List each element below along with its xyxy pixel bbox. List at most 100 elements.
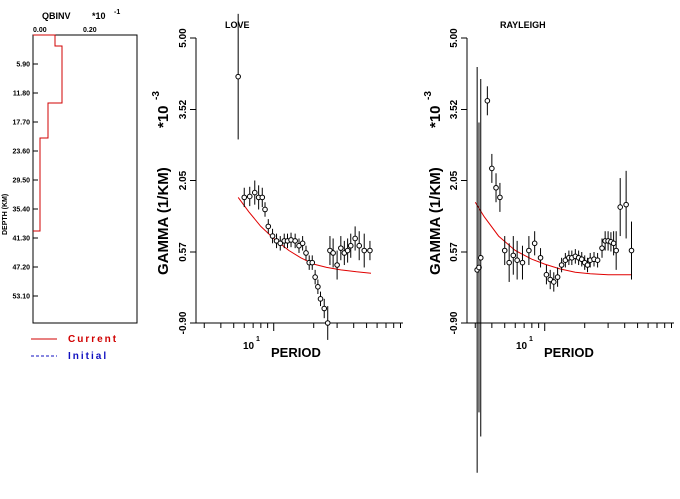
- rayleigh-data-point: [599, 245, 605, 251]
- rayleigh-data-point: [501, 247, 508, 254]
- rayleigh-data-point: [558, 262, 565, 268]
- rayleigh-y-tick-label: 2.05: [449, 170, 460, 190]
- rayleigh-x-tick-label: 10: [516, 341, 528, 352]
- love-data-point: [241, 194, 248, 201]
- love-y-tick-label: 2.05: [178, 170, 189, 190]
- love-y-scale: *10: [155, 105, 172, 128]
- love-x-tick-exp: 1: [256, 336, 260, 343]
- depth-tick-label: 11.80: [13, 91, 30, 98]
- legend-current-label: Current: [68, 334, 118, 345]
- love-data-point: [262, 206, 268, 213]
- depth-tick-label: 29.50: [12, 178, 30, 185]
- depth-tick-label: 47.20: [12, 265, 30, 272]
- rayleigh-y-scale: *10: [427, 105, 444, 128]
- rayleigh-data-point: [613, 247, 619, 254]
- love-data-point: [235, 73, 241, 80]
- love-y-label: GAMMA (1/KM): [155, 167, 172, 275]
- love-data-point: [277, 240, 284, 247]
- model-title: QBINV: [42, 11, 71, 21]
- rayleigh-data-point: [519, 259, 526, 266]
- love-title: LOVE: [225, 20, 250, 30]
- love-data-point: [265, 223, 272, 230]
- love-data-point: [315, 283, 321, 290]
- love-y-tick-label: -0.90: [178, 311, 189, 334]
- legend-initial-label: Initial: [68, 351, 108, 362]
- love-data-point: [367, 247, 373, 254]
- love-data-point: [317, 296, 324, 302]
- love-data-point: [273, 238, 280, 244]
- love-data-point: [259, 194, 266, 201]
- love-data-point: [347, 242, 354, 249]
- love-data-point: [303, 250, 309, 256]
- model-scale-exp: -1: [114, 9, 120, 16]
- love-data-point: [269, 233, 276, 239]
- love-data-point: [321, 305, 328, 312]
- rayleigh-data-point: [526, 247, 532, 254]
- rayleigh-panel: RAYLEIGH GAMMA (1/KM) *10 -3 PERIOD 10 1…: [423, 20, 674, 473]
- rayleigh-data-point: [493, 184, 499, 191]
- rayleigh-data-point: [584, 262, 591, 268]
- rayleigh-data-point: [506, 259, 512, 266]
- love-y-tick-label: 0.57: [178, 242, 189, 262]
- rayleigh-data-point: [594, 257, 601, 264]
- rayleigh-data-point: [537, 254, 544, 261]
- love-data-point: [292, 238, 298, 244]
- rayleigh-y-tick-label: 3.52: [449, 99, 460, 119]
- love-data-point: [299, 240, 306, 247]
- rayleigh-y-tick-label: 5.00: [449, 28, 460, 48]
- love-data-point: [330, 250, 336, 256]
- rayleigh-data-point: [497, 194, 503, 201]
- rayleigh-data-point: [623, 201, 629, 208]
- love-data-point: [361, 247, 368, 254]
- rayleigh-data-point: [610, 240, 617, 247]
- rayleigh-data-point: [476, 264, 482, 271]
- rayleigh-y-tick-label: -0.90: [449, 311, 460, 334]
- love-y-tick-label: 3.52: [178, 99, 189, 119]
- model-panel: QBINV *10 -1 0.00 0.20 DEPTH (KM) 5.90 11…: [2, 9, 138, 362]
- rayleigh-data-point: [531, 240, 538, 247]
- depth-tick-label: 23.60: [12, 149, 30, 156]
- rayleigh-data-point: [617, 204, 624, 210]
- depth-tick-label: 53.10: [12, 294, 30, 301]
- current-model-line: [33, 34, 63, 232]
- rayleigh-data-point: [510, 252, 517, 259]
- love-data-point: [338, 245, 344, 251]
- love-x-tick-label: 10: [243, 341, 255, 352]
- love-data-point: [324, 320, 331, 326]
- model-scale: *10: [92, 11, 106, 21]
- rayleigh-y-label: GAMMA (1/KM): [427, 167, 444, 275]
- love-data-point: [352, 235, 358, 242]
- love-data-point: [246, 193, 253, 200]
- love-data-point: [344, 247, 351, 254]
- rayleigh-title: RAYLEIGH: [500, 20, 546, 30]
- love-y-tick-label: 5.00: [178, 28, 189, 48]
- rayleigh-y-scale-exp: -3: [423, 91, 434, 100]
- rayleigh-data-point: [578, 256, 585, 263]
- love-data-point: [251, 189, 258, 196]
- rayleigh-data-point: [489, 165, 495, 172]
- model-x-tick-1: 0.20: [83, 27, 97, 34]
- love-data-point: [356, 242, 363, 249]
- model-y-label: DEPTH (KM): [2, 194, 9, 235]
- rayleigh-data-point: [514, 257, 520, 264]
- love-y-scale-exp: -3: [151, 91, 162, 100]
- rayleigh-x-tick-exp: 1: [529, 336, 533, 343]
- rayleigh-predicted-curve: [474, 201, 632, 276]
- rayleigh-data-point: [543, 271, 550, 278]
- love-predicted-curve: [237, 197, 372, 274]
- love-panel: LOVE GAMMA (1/KM) *10 -3 PERIOD 10 1 5.0…: [151, 13, 403, 360]
- depth-tick-label: 35.40: [12, 207, 30, 214]
- love-data-point: [309, 259, 316, 266]
- rayleigh-data-point: [550, 279, 557, 285]
- model-frame: [32, 34, 138, 324]
- rayleigh-x-label: PERIOD: [544, 345, 594, 360]
- model-x-tick-0: 0.00: [33, 27, 47, 34]
- rayleigh-data-point: [628, 247, 635, 254]
- love-data-point: [312, 274, 318, 280]
- love-x-label: PERIOD: [271, 345, 321, 360]
- rayleigh-y-tick-label: 0.57: [449, 242, 460, 262]
- rayleigh-data-point: [554, 274, 561, 280]
- rayleigh-data-point: [477, 254, 484, 261]
- love-data-point: [334, 262, 340, 268]
